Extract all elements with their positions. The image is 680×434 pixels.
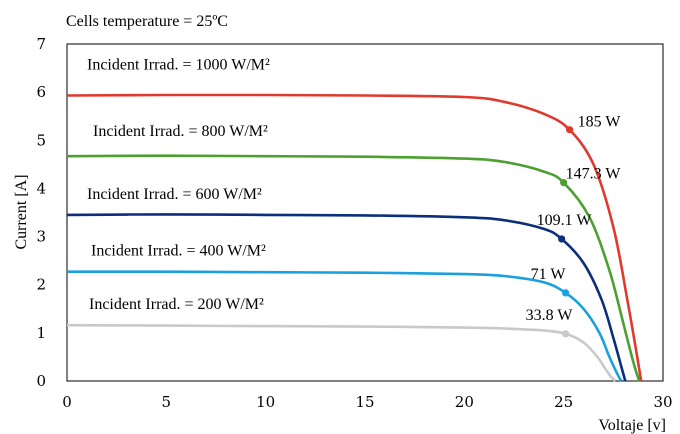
y-axis-label: Current [A] [13, 174, 30, 249]
mpp-point [562, 289, 570, 297]
series-line [66, 270, 623, 382]
x-tick-label: 20 [455, 393, 474, 411]
axis-ticks: 0 5 10 15 20 25 30 0 1 2 3 4 5 6 7 [36, 35, 672, 411]
series-layer: Incident Irrad. = 1000 W/M² 185 W Incident… [66, 57, 643, 382]
mpp-power-label: 33.8 W [526, 307, 574, 324]
series-line [66, 323, 617, 382]
y-tick-label: 4 [36, 179, 46, 197]
mpp-point [562, 330, 570, 338]
y-tick-label: 6 [36, 83, 46, 101]
series-line [66, 154, 641, 382]
x-axis-label: Voltaje [v] [598, 417, 666, 434]
series-name-label: Incident Irrad. = 800 W/M² [93, 123, 268, 140]
y-tick-label: 1 [36, 324, 46, 342]
x-tick-label: 10 [256, 393, 275, 411]
series-name-label: Incident Irrad. = 600 W/M² [87, 186, 262, 203]
mpp-point [566, 126, 574, 134]
mpp-power-label: 147.3 W [566, 166, 622, 183]
x-tick-label: 25 [554, 393, 573, 411]
y-tick-label: 0 [36, 372, 46, 390]
mpp-power-label: 71 W [531, 266, 567, 283]
chart-title: Cells temperature = 25ºC [66, 13, 228, 30]
mpp-power-label: 109.1 W [537, 212, 593, 229]
y-tick-label: 7 [36, 35, 46, 53]
x-tick-label: 30 [653, 393, 672, 411]
series-name-label: Incident Irrad. = 1000 W/M² [87, 57, 270, 74]
series-name-label: Incident Irrad. = 400 W/M² [91, 243, 266, 260]
y-tick-label: 2 [36, 276, 46, 294]
series-line [66, 93, 643, 382]
y-tick-label: 5 [36, 131, 46, 149]
y-tick-label: 3 [36, 228, 46, 246]
series-line [66, 213, 627, 382]
x-tick-label: 15 [355, 393, 374, 411]
plot-frame [66, 43, 664, 382]
mpp-power-label: 185 W [578, 114, 622, 131]
mpp-point [558, 235, 566, 243]
mpp-point [560, 179, 568, 187]
x-tick-label: 5 [162, 393, 172, 411]
series-name-label: Incident Irrad. = 200 W/M² [89, 296, 264, 313]
x-tick-label: 0 [62, 393, 72, 411]
